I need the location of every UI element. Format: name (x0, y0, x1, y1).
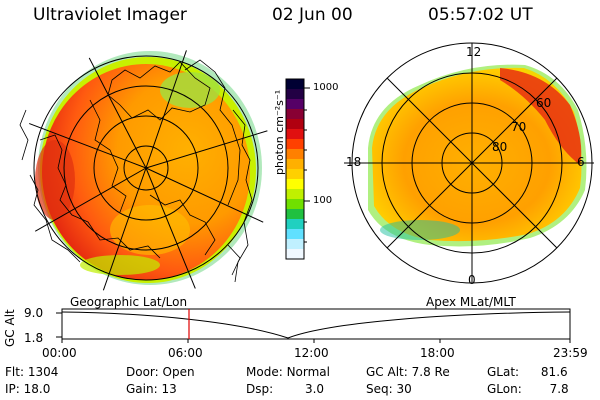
timeline-x-tick: 12:00 (294, 346, 329, 360)
colorbar-stripe (286, 219, 304, 230)
status-flt-value: 1304 (27, 365, 59, 379)
colorbar-stripe (286, 159, 304, 170)
status-mode-value: Normal (286, 365, 330, 379)
status-glon-value: 7.8 (549, 382, 569, 396)
status-gc-alt: GC Alt: 7.8 Re (366, 365, 450, 379)
colorbar-stripe (286, 169, 304, 180)
timeline-x-tick: 18:00 (420, 346, 455, 360)
colorbar-tick-1000: 1000 (313, 82, 339, 93)
time-label: 05:57:02 UT (428, 5, 533, 25)
status-glat-label: GLat: (487, 365, 520, 379)
status-gain-label: Gain: (126, 382, 158, 396)
colorbar-stripe (286, 229, 304, 240)
geographic-image (35, 51, 262, 285)
colorbar-stripe (286, 249, 304, 260)
colorbar-stripe (286, 119, 304, 130)
timeline-y-tick-max: 9.0 (24, 306, 44, 320)
status-glon: GLon: 7.8 (487, 382, 569, 396)
limb-coastlines (19, 109, 253, 283)
status-dsp-label: Dsp: (246, 382, 274, 396)
status-dsp-value: 3.0 (304, 382, 325, 396)
status-seq-value: 30 (396, 382, 412, 396)
status-flt: Flt: 1304 (5, 365, 58, 379)
colorbar-stripe (286, 189, 304, 200)
status-mode: Mode: Normal (246, 365, 330, 379)
status-gain: Gain: 13 (126, 382, 177, 396)
instrument-title: Ultraviolet Imager (33, 5, 187, 25)
colorbar-unit-label: photon cm⁻²s⁻¹ (273, 89, 286, 175)
timeline-y-axis-label: GC Alt (3, 309, 17, 347)
colorbar-stripe (286, 239, 304, 250)
mlat-label-60: 60 (536, 96, 552, 110)
colorbar-stripe (286, 179, 304, 190)
colorbar-stripe (286, 129, 304, 140)
timeline-right-title: Apex MLat/MLT (426, 295, 516, 309)
geographic-grid (20, 44, 274, 298)
status-flt-label: Flt: (5, 365, 24, 379)
mlat-label-80: 80 (492, 140, 508, 154)
status-glat: GLat: 81.6 (487, 365, 568, 379)
status-ip-value: 18.0 (23, 382, 51, 396)
status-gc-alt-label: GC Alt: (366, 365, 408, 379)
colorbar-stripe (286, 139, 304, 150)
mlt-label-12: 12 (466, 45, 482, 59)
timeline-y-tick-min: 1.8 (24, 331, 44, 345)
mlt-label-18: 18 (346, 155, 362, 169)
colorbar (285, 78, 310, 260)
mlat-label-70: 70 (511, 120, 527, 134)
status-gain-value: 13 (161, 382, 177, 396)
colorbar-stripe (286, 109, 304, 120)
timeline-x-tick: 06:00 (168, 346, 203, 360)
status-gc-alt-value: 7.8 Re (411, 365, 450, 379)
colorbar-stripe (286, 89, 304, 100)
date-label: 02 Jun 00 (272, 5, 353, 25)
timeline-left-title: Geographic Lat/Lon (70, 295, 188, 309)
colorbar-stripe (286, 79, 304, 90)
status-glon-label: GLon: (487, 382, 522, 396)
polar-image (368, 64, 587, 247)
status-door-label: Door: (126, 365, 159, 379)
timeline-x-tick: 23:59 (553, 346, 588, 360)
mlt-label-0: 0 (468, 273, 476, 287)
colorbar-stripe (286, 209, 304, 220)
colorbar-stripe (286, 99, 304, 110)
timeline-x-tick: 00:00 (42, 346, 77, 360)
timeline-plot (56, 308, 571, 343)
polar-grid (344, 42, 594, 284)
status-ip: IP: 18.0 (5, 382, 50, 396)
status-mode-label: Mode: (246, 365, 283, 379)
status-door-value: Open (162, 365, 195, 379)
status-glat-value: 81.6 (540, 365, 568, 379)
colorbar-tick-100: 100 (313, 195, 333, 206)
status-door: Door: Open (126, 365, 195, 379)
status-dsp: Dsp: 3.0 (246, 382, 324, 396)
mlt-label-6: 6 (577, 155, 585, 169)
status-seq-label: Seq: (366, 382, 393, 396)
status-seq: Seq: 30 (366, 382, 412, 396)
colorbar-stripe (286, 149, 304, 160)
colorbar-stripe (286, 199, 304, 210)
status-ip-label: IP: (5, 382, 20, 396)
